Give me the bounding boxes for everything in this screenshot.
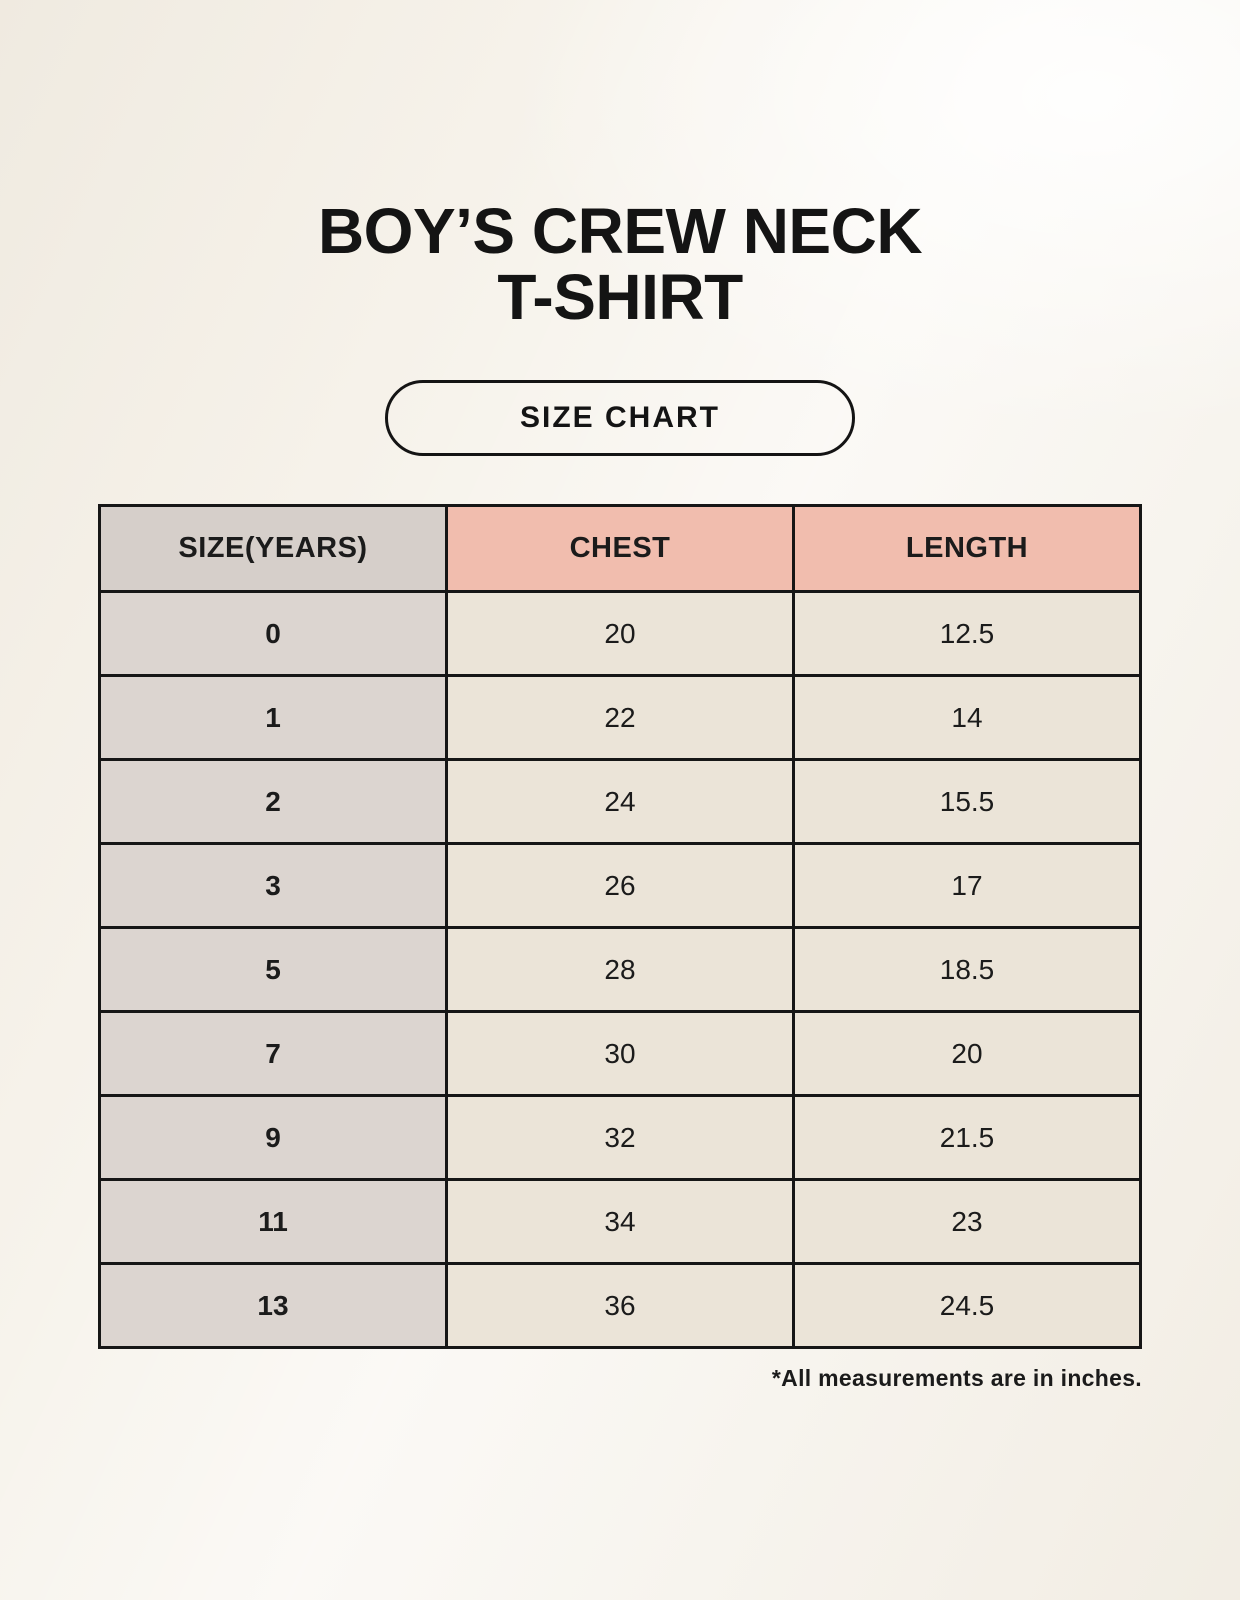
table-row: 2 24 15.5 [98, 758, 1142, 845]
chest-cell: 32 [445, 1094, 795, 1181]
chest-cell: 28 [445, 926, 795, 1013]
length-cell: 15.5 [792, 758, 1142, 845]
table-row: 13 36 24.5 [98, 1262, 1142, 1349]
chest-cell: 36 [445, 1262, 795, 1349]
chest-cell: 20 [445, 590, 795, 677]
chest-cell: 22 [445, 674, 795, 761]
size-cell: 9 [98, 1094, 448, 1181]
size-cell: 13 [98, 1262, 448, 1349]
column-header-chest: CHEST [445, 504, 795, 593]
table-row: 5 28 18.5 [98, 926, 1142, 1013]
column-header-length: LENGTH [792, 504, 1142, 593]
length-cell: 23 [792, 1178, 1142, 1265]
table-header-row: SIZE(YEARS) CHEST LENGTH [98, 504, 1142, 593]
table-row: 11 34 23 [98, 1178, 1142, 1265]
size-cell: 3 [98, 842, 448, 929]
size-cell: 2 [98, 758, 448, 845]
chest-cell: 30 [445, 1010, 795, 1097]
length-cell: 18.5 [792, 926, 1142, 1013]
chest-cell: 26 [445, 842, 795, 929]
length-cell: 17 [792, 842, 1142, 929]
size-chart-button-label: SIZE CHART [520, 401, 720, 434]
size-cell: 11 [98, 1178, 448, 1265]
length-cell: 12.5 [792, 590, 1142, 677]
table-row: 7 30 20 [98, 1010, 1142, 1097]
length-cell: 14 [792, 674, 1142, 761]
size-cell: 5 [98, 926, 448, 1013]
length-cell: 21.5 [792, 1094, 1142, 1181]
size-table: SIZE(YEARS) CHEST LENGTH 0 20 12.5 1 22 … [98, 504, 1142, 1349]
size-cell: 7 [98, 1010, 448, 1097]
measurements-note: *All measurements are in inches. [771, 1365, 1142, 1391]
table-row: 1 22 14 [98, 674, 1142, 761]
size-cell: 0 [98, 590, 448, 677]
page-title-line1: BOY’S CREW NECK [317, 195, 923, 267]
length-cell: 24.5 [792, 1262, 1142, 1349]
size-cell: 1 [98, 674, 448, 761]
chest-cell: 34 [445, 1178, 795, 1265]
size-chart-button[interactable]: SIZE CHART [385, 380, 855, 456]
table-row: 0 20 12.5 [98, 590, 1142, 677]
table-row: 3 26 17 [98, 842, 1142, 929]
table-row: 9 32 21.5 [98, 1094, 1142, 1181]
size-chart-page: BOY’S CREW NECK T-SHIRT SIZE CHART SIZE(… [0, 198, 1240, 1391]
length-cell: 20 [792, 1010, 1142, 1097]
page-title-line2: T-SHIRT [497, 261, 743, 333]
column-header-size-years: SIZE(YEARS) [98, 504, 448, 593]
chest-cell: 24 [445, 758, 795, 845]
page-title: BOY’S CREW NECK T-SHIRT [0, 198, 1240, 330]
